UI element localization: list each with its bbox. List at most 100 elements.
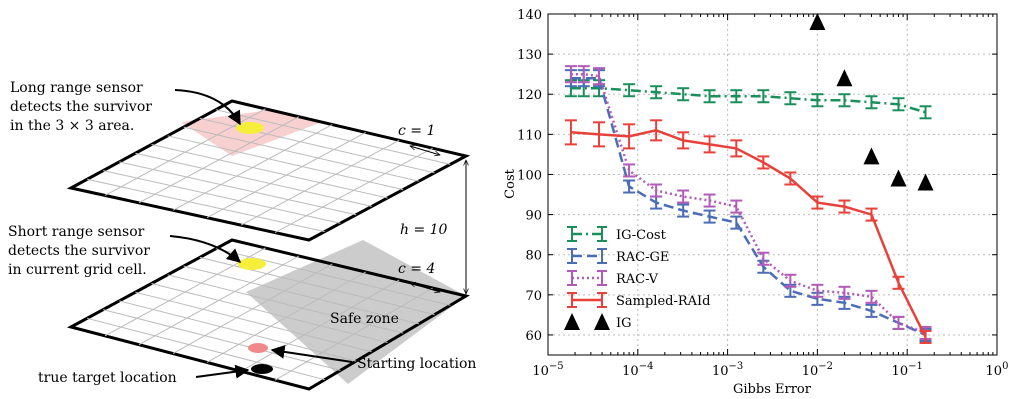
short-range-line-2: detects the survivor bbox=[8, 243, 150, 259]
legend-marker bbox=[564, 313, 580, 330]
error-bar bbox=[811, 93, 824, 108]
starting-location-arrow bbox=[270, 344, 353, 363]
x-tick-label: 10−1 bbox=[892, 361, 923, 379]
series-line bbox=[570, 76, 927, 337]
x-axis-label: Gibbs Error bbox=[733, 382, 812, 397]
error-bar bbox=[919, 105, 932, 120]
error-bar bbox=[730, 215, 743, 230]
starting-location-marker bbox=[248, 343, 268, 353]
y-tick-label: 80 bbox=[525, 249, 542, 264]
grid-line bbox=[119, 300, 357, 362]
plot-frame bbox=[547, 13, 998, 356]
survivor-top bbox=[236, 122, 264, 134]
error-bar bbox=[577, 65, 590, 84]
grid-line bbox=[151, 144, 388, 199]
cost-label-bottom: c = 4 bbox=[398, 261, 435, 277]
series-ig bbox=[809, 13, 934, 191]
y-tick-label: 90 bbox=[525, 209, 542, 224]
short-range-line-3: in current grid cell. bbox=[8, 262, 147, 278]
legend-entry: IG bbox=[564, 313, 632, 331]
error-bar bbox=[677, 203, 690, 218]
error-bar bbox=[811, 283, 824, 298]
error-bar bbox=[677, 87, 690, 102]
grid-line bbox=[172, 263, 333, 355]
series-line bbox=[570, 128, 927, 338]
error-bar bbox=[865, 207, 878, 222]
ig-marker bbox=[863, 147, 880, 165]
safe-zone-label: Safe zone bbox=[330, 311, 399, 327]
error-bar bbox=[564, 119, 577, 146]
y-tick-label: 110 bbox=[517, 128, 542, 143]
error-bar bbox=[703, 209, 716, 224]
error-bar bbox=[730, 89, 743, 104]
error-bar bbox=[650, 119, 663, 142]
legend-label: RAC-V bbox=[616, 272, 659, 287]
long-range-line-1: Long range sensor bbox=[10, 80, 143, 96]
grid-line bbox=[138, 255, 300, 346]
y-axis-label: Cost bbox=[503, 168, 518, 198]
series-line bbox=[570, 72, 926, 335]
grid-line bbox=[183, 126, 420, 182]
error-bar bbox=[757, 89, 770, 104]
error-bar bbox=[865, 303, 878, 318]
long-range-line-2: detects the survivor bbox=[10, 99, 152, 115]
error-bar bbox=[564, 65, 577, 84]
bottom-grid-plane bbox=[66, 238, 470, 391]
error-bar bbox=[623, 163, 636, 178]
grid-line bbox=[206, 271, 366, 363]
height-label: h = 10 bbox=[400, 222, 448, 238]
error-bar bbox=[784, 91, 797, 106]
error-bar bbox=[593, 67, 606, 86]
y-tick-label: 120 bbox=[517, 88, 542, 103]
ig-marker bbox=[890, 169, 907, 187]
grid-line bbox=[135, 152, 372, 207]
grid-line bbox=[183, 265, 420, 325]
legend-label: Sampled-RAId bbox=[616, 294, 711, 309]
error-bar bbox=[677, 131, 690, 150]
error-bar bbox=[811, 195, 824, 210]
y-tick-label: 140 bbox=[517, 8, 542, 23]
legend-marker bbox=[594, 313, 610, 330]
ig-marker bbox=[809, 13, 826, 31]
error-bar bbox=[757, 251, 770, 266]
error-bar bbox=[650, 85, 663, 100]
error-bar bbox=[593, 121, 606, 148]
safe-zone-area bbox=[246, 240, 466, 384]
error-bar bbox=[677, 189, 690, 204]
error-bar bbox=[703, 135, 716, 154]
cell-width-arrow-top bbox=[410, 146, 440, 155]
error-bar bbox=[730, 139, 743, 158]
survivor-bottom bbox=[238, 258, 266, 270]
error-bar bbox=[838, 199, 851, 214]
true-target-label: true target location bbox=[38, 370, 177, 386]
legend-entry: IG-Cost bbox=[567, 226, 667, 243]
y-tick-label: 60 bbox=[525, 329, 542, 344]
ig-marker bbox=[836, 69, 853, 87]
error-bar bbox=[703, 193, 716, 208]
x-tick-label: 10−4 bbox=[622, 361, 653, 379]
grid-line bbox=[103, 170, 341, 224]
error-bar bbox=[730, 199, 743, 214]
grid-line bbox=[167, 135, 404, 191]
search-scenario-diagram: Long range sensor detects the survivor i… bbox=[8, 80, 476, 391]
grid-line bbox=[199, 256, 435, 316]
series-sampled-raid bbox=[564, 119, 932, 344]
cell-width-arrow-bottom bbox=[410, 283, 440, 292]
starting-location-label: Starting location bbox=[357, 356, 476, 372]
error-bar bbox=[623, 83, 636, 98]
x-tick-label: 100 bbox=[986, 361, 1009, 379]
cost-label-top: c = 1 bbox=[398, 123, 435, 139]
error-bar bbox=[892, 275, 905, 290]
error-bar bbox=[865, 289, 878, 304]
grid-line bbox=[86, 317, 325, 381]
grid-line bbox=[167, 274, 404, 334]
short-range-line-1: Short range sensor bbox=[8, 224, 145, 240]
error-bar bbox=[757, 155, 770, 170]
grid-line bbox=[138, 116, 300, 204]
error-bar bbox=[623, 123, 636, 150]
y-tick-label: 130 bbox=[517, 48, 542, 63]
x-tick-label: 10−2 bbox=[802, 361, 833, 379]
legend-entry: RAC-GE bbox=[567, 248, 669, 265]
grid-line bbox=[135, 291, 372, 353]
grid-line bbox=[86, 178, 325, 233]
